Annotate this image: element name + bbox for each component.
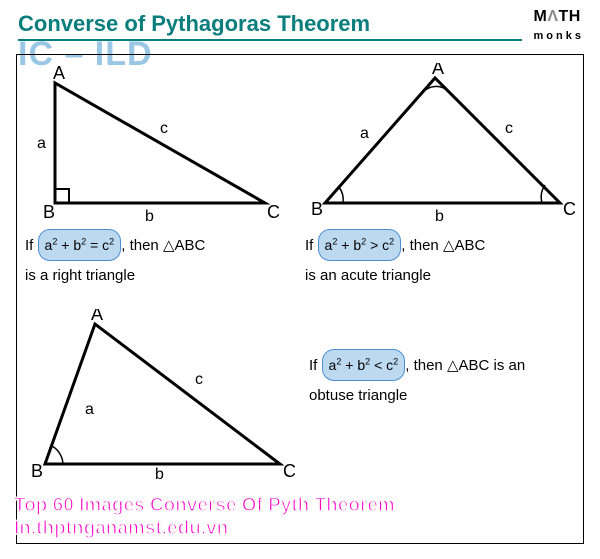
acute-triangle-svg: A B C a b c <box>305 63 575 223</box>
obtuse-triangle-panel: A B C a b c <box>25 309 295 479</box>
svg-text:A: A <box>432 63 444 78</box>
obtuse-caption-cell: If a2 + b2 < c2, then △ABC is an obtuse … <box>309 309 575 479</box>
formula-pill: a2 + b2 = c2 <box>38 229 122 261</box>
svg-text:b: b <box>155 466 164 479</box>
page-title: Converse of Pythagoras Theorem <box>18 11 522 41</box>
diagram-container: A B C a b c If a2 + b2 = c2, then △ABC i… <box>16 54 584 544</box>
bottom-row: A B C a b c If a2 + b2 < c2, then △ABC i… <box>25 309 575 479</box>
svg-text:B: B <box>43 202 55 222</box>
top-row: A B C a b c If a2 + b2 = c2, then △ABC i… <box>25 63 575 291</box>
svg-text:b: b <box>435 208 444 223</box>
formula-pill: a2 + b2 > c2 <box>318 229 402 261</box>
svg-text:c: c <box>505 120 513 137</box>
header: Converse of Pythagoras Theorem MΛTH monk… <box>0 0 600 48</box>
svg-text:a: a <box>85 401 94 418</box>
acute-triangle-panel: A B C a b c If a2 + b2 > c2, then △ABC i… <box>305 63 575 291</box>
svg-text:A: A <box>53 63 65 83</box>
formula-pill: a2 + b2 < c2 <box>322 349 406 381</box>
right-triangle-panel: A B C a b c If a2 + b2 = c2, then △ABC i… <box>25 63 291 291</box>
right-triangle-svg: A B C a b c <box>25 63 285 223</box>
svg-text:a: a <box>360 125 369 142</box>
acute-caption: If a2 + b2 > c2, then △ABC is an acute t… <box>305 229 575 291</box>
svg-text:c: c <box>195 371 203 388</box>
svg-text:C: C <box>563 199 575 219</box>
svg-text:B: B <box>31 461 43 479</box>
brand-logo: MΛTH monks <box>534 8 584 44</box>
svg-text:C: C <box>267 202 280 222</box>
obtuse-triangle-svg: A B C a b c <box>25 309 295 479</box>
svg-text:C: C <box>283 461 295 479</box>
svg-text:c: c <box>160 120 168 137</box>
svg-text:A: A <box>91 309 103 324</box>
obtuse-caption: If a2 + b2 < c2, then △ABC is an obtuse … <box>309 349 575 411</box>
right-caption: If a2 + b2 = c2, then △ABC is a right tr… <box>25 229 291 291</box>
svg-text:a: a <box>37 135 46 152</box>
svg-text:b: b <box>145 208 154 223</box>
svg-text:B: B <box>311 199 323 219</box>
